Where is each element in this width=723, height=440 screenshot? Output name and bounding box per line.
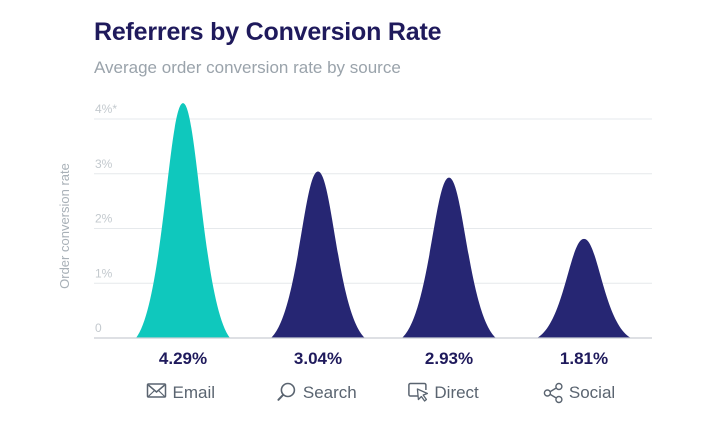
chart-marks [136, 103, 631, 338]
category-label: Direct [434, 383, 479, 402]
y-tick-label: 0 [95, 321, 102, 335]
share-icon [543, 382, 563, 404]
chart-title: Referrers by Conversion Rate [94, 18, 442, 46]
peak-email [136, 103, 230, 338]
y-tick-label: 1% [95, 266, 113, 280]
envelope-icon [146, 383, 167, 398]
category-label: Social [569, 383, 615, 402]
magnifier-icon [277, 382, 296, 401]
value-labels: 4.29% 3.04% 2.93% 1.81% [159, 349, 608, 368]
category-label: Search [303, 383, 357, 402]
y-tick-label: 4%* [95, 102, 117, 116]
y-axis-label: Order conversion rate [57, 163, 72, 289]
value-label: 3.04% [294, 349, 342, 368]
peak-search [271, 171, 365, 338]
cursor-window-icon [408, 382, 429, 402]
category-labels: Email Search Direct Social [146, 382, 615, 404]
peak-direct [402, 177, 496, 338]
value-label: 2.93% [425, 349, 473, 368]
y-axis-ticks: 0 1% 2% 3% 4%* [95, 102, 117, 335]
y-tick-label: 2% [95, 212, 113, 226]
value-label: 1.81% [560, 349, 608, 368]
peak-social [537, 238, 631, 338]
chart-subtitle: Average order conversion rate by source [94, 58, 401, 77]
y-tick-label: 3% [95, 157, 113, 171]
category-label: Email [173, 383, 216, 402]
value-label: 4.29% [159, 349, 207, 368]
